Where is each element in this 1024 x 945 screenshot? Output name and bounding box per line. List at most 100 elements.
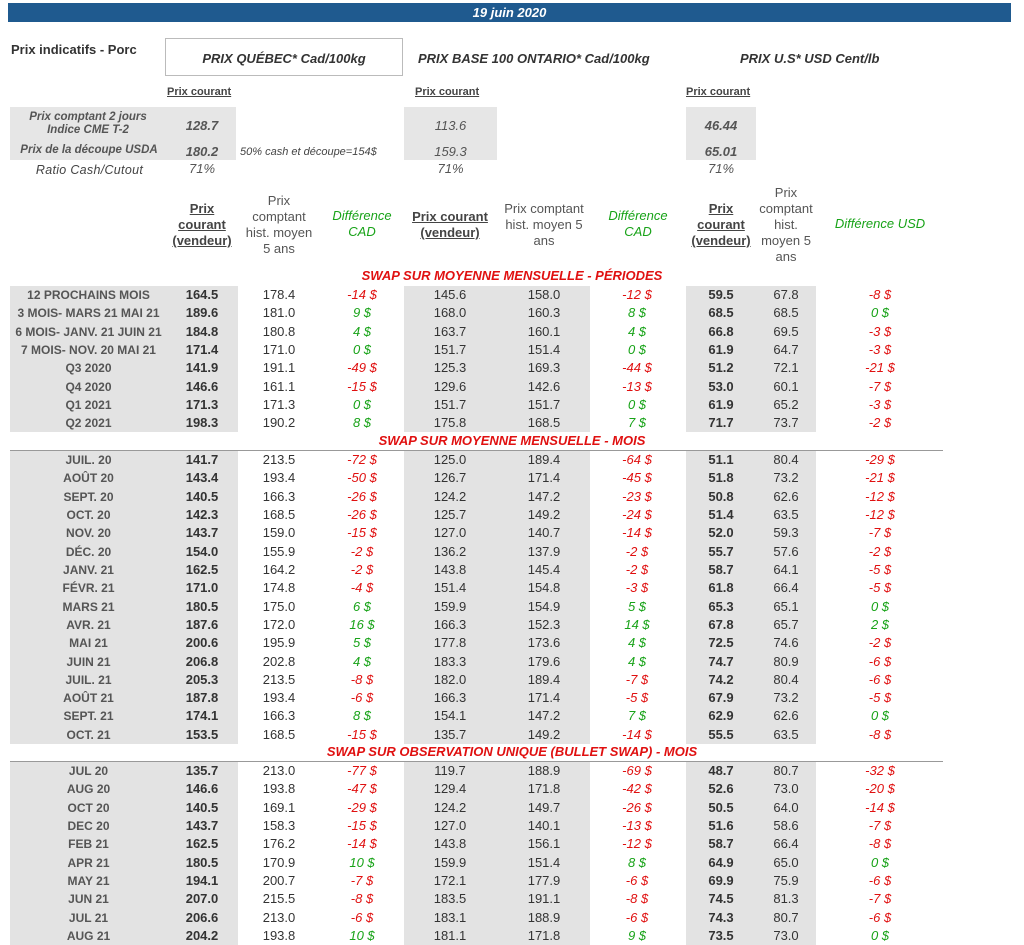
- row-label-cell: Q2 2021: [65, 416, 112, 431]
- on-ratio-value: 71%: [437, 161, 464, 176]
- us-hist-cell: 60.1: [773, 378, 799, 394]
- table-row: Q4 2020 146.6 161.1 -15 $ 129.6 142.6 -13 $ 53.…: [0, 378, 1024, 396]
- table-row: 12 PROCHAINS MOIS 164.5 178.4 -14 $ 145.6 158…: [0, 286, 1024, 304]
- on-diff-cell: 4 $: [627, 635, 647, 651]
- qc-current-cell: 143.7: [185, 817, 219, 833]
- table-row: FEB 21 162.5 176.2 -14 $ 143.8 156.1 -12 $ 58.7…: [0, 835, 1024, 853]
- qc-hist-cell: 193.4: [262, 470, 296, 486]
- us-diff-cell: -6 $: [868, 872, 892, 888]
- us-hist-cell: 59.3: [773, 525, 799, 541]
- qc-diff-cell: 10 $: [349, 927, 375, 943]
- s1-grey-on: [404, 286, 590, 432]
- us-current-cell: 74.3: [708, 909, 734, 925]
- on-hist-cell: 145.4: [527, 561, 561, 577]
- qc-diff-cell: 0 $: [352, 341, 372, 357]
- us-current-cell: 61.8: [708, 580, 734, 596]
- us-diff-cell: -3 $: [868, 396, 892, 412]
- on-current-cell: 166.3: [433, 690, 467, 706]
- date-banner: 19 juin 2020: [8, 3, 1011, 22]
- on-diff-cell: 14 $: [624, 616, 650, 632]
- qc-diff-cell: 16 $: [349, 616, 375, 632]
- on-diff-cell: -23 $: [622, 488, 652, 504]
- table-row: OCT. 20 142.3 168.5 -26 $ 125.7 149.2 -24 $ 51.…: [0, 506, 1024, 524]
- qc-diff-cell: -2 $: [350, 543, 374, 559]
- on-hist-cell: 169.3: [527, 360, 561, 376]
- qc-diff-cell: -26 $: [347, 506, 377, 522]
- qc-diff-cell: 10 $: [349, 854, 375, 870]
- qc-diff-cell: -15 $: [347, 525, 377, 541]
- us-hist-cell: 72.1: [773, 360, 799, 376]
- on-hist-cell: 154.8: [527, 580, 561, 596]
- on-current-cell: 119.7: [434, 763, 466, 778]
- table-row: OCT. 21 153.5 168.5 -15 $ 135.7 149.2 -14 $ 55.…: [0, 726, 1024, 744]
- row-label-cell: AVR. 21: [66, 617, 111, 632]
- qc-current-cell: 198.3: [185, 415, 219, 431]
- on-diff-cell: 5 $: [627, 598, 647, 614]
- on-current-cell: 143.8: [433, 836, 467, 852]
- table-row: 3 MOIS- MARS 21 MAI 21 189.6 181.0 9 $ 168.0…: [0, 304, 1024, 322]
- row-label-cell: DEC 20: [67, 818, 110, 833]
- qc-diff-cell: 6 $: [352, 598, 372, 614]
- on-hist-cell: 171.8: [527, 927, 561, 943]
- us-hist-cell: 73.0: [773, 927, 799, 943]
- qc-diff-cell: -2 $: [350, 561, 374, 577]
- on-diff-cell: 0 $: [627, 396, 647, 412]
- section-title-months: SWAP SUR MOYENNE MENSUELLE - MOIS: [378, 433, 646, 448]
- on-diff-cell: -8 $: [625, 891, 649, 907]
- qc-hist-cell: 215.5: [262, 891, 296, 907]
- qc-diff-cell: -15 $: [347, 726, 377, 742]
- qc-current-cell: 171.4: [185, 341, 219, 357]
- us-hist-cell: 65.0: [773, 854, 799, 870]
- row-label-cell: Q1 2021: [65, 397, 112, 412]
- us-hist-col-header: Prix comptant hist. moyen 5 ans: [759, 185, 813, 264]
- us-current-cell: 50.5: [708, 799, 734, 815]
- table-row: DEC 20 143.7 158.3 -15 $ 127.0 140.1 -13 $ 51.6…: [0, 817, 1024, 835]
- cash-cutout-note: 50% cash et découpe=154$: [240, 146, 377, 158]
- us-diff-cell: -3 $: [868, 341, 892, 357]
- on-diff-cell: -26 $: [622, 799, 652, 815]
- us-current-cell: 67.8: [708, 616, 734, 632]
- row-label-cell: OCT. 21: [66, 727, 111, 742]
- table-row: AUG 21 204.2 193.8 10 $ 181.1 171.8 9 $ 73.5 73.…: [0, 927, 1024, 945]
- table-row: JANV. 21 162.5 164.2 -2 $ 143.8 145.4 -2 $ 58.7…: [0, 561, 1024, 579]
- us-diff-cell: -20 $: [865, 781, 895, 797]
- qc-hist-cell: 180.8: [262, 323, 296, 339]
- qc-diff-cell: -49 $: [347, 360, 377, 376]
- on-diff-cell: -44 $: [622, 360, 652, 376]
- s1-grey-us: [686, 286, 816, 432]
- us-current-cell: 61.9: [708, 396, 734, 412]
- us-diff-cell: -32 $: [865, 763, 895, 778]
- qc-hist-col-header: Prix comptant hist. moyen 5 ans: [245, 193, 313, 256]
- table-row: Q3 2020 141.9 191.1 -49 $ 125.3 169.3 -44 $ 51.…: [0, 359, 1024, 377]
- on-current-cell: 168.0: [433, 305, 467, 321]
- qc-current-cell: 187.6: [185, 616, 219, 632]
- on-current-cell: 125.7: [433, 506, 467, 522]
- on-hist-cell: 171.4: [527, 690, 561, 706]
- on-current-cell: 159.9: [433, 854, 467, 870]
- us-current-cell: 73.5: [708, 927, 734, 943]
- qc-hist-cell: 213.0: [262, 909, 296, 925]
- section-divider: [10, 761, 943, 762]
- on-hist-cell: 188.9: [527, 763, 561, 778]
- on-current-cell: 143.8: [433, 561, 467, 577]
- on-diff-cell: -13 $: [622, 378, 652, 394]
- qc-current-cell: 207.0: [185, 891, 219, 907]
- ratio-label: Ratio Cash/Cutout: [35, 163, 144, 177]
- table-row: NOV. 20 143.7 159.0 -15 $ 127.0 140.7 -14 $ 52.…: [0, 524, 1024, 542]
- row-label-cell: JUIL. 21: [65, 672, 112, 687]
- on-current-cell: 182.0: [433, 671, 467, 687]
- on-hist-cell: 168.5: [527, 415, 561, 431]
- qc-current-cell: 146.6: [185, 378, 219, 394]
- qc-hist-cell: 213.5: [262, 452, 296, 467]
- table-row: APR 21 180.5 170.9 10 $ 159.9 151.4 8 $ 64.9 65.…: [0, 854, 1024, 872]
- us-diff-cell: -7 $: [868, 891, 892, 907]
- qc-diff-cell: -50 $: [347, 470, 377, 486]
- on-hist-cell: 140.1: [527, 817, 561, 833]
- us-current-cell: 55.7: [708, 543, 734, 559]
- on-hist-cell: 151.4: [527, 341, 561, 357]
- table-row: Q1 2021 171.3 171.3 0 $ 151.7 151.7 0 $ 61.9 65.…: [0, 396, 1024, 414]
- us-current-cell: 59.5: [708, 287, 734, 302]
- us-current-cell: 58.7: [708, 561, 734, 577]
- on-current-cell: 172.1: [433, 872, 467, 888]
- table-row: MAY 21 194.1 200.7 -7 $ 172.1 177.9 -6 $ 69.9 75…: [0, 872, 1024, 890]
